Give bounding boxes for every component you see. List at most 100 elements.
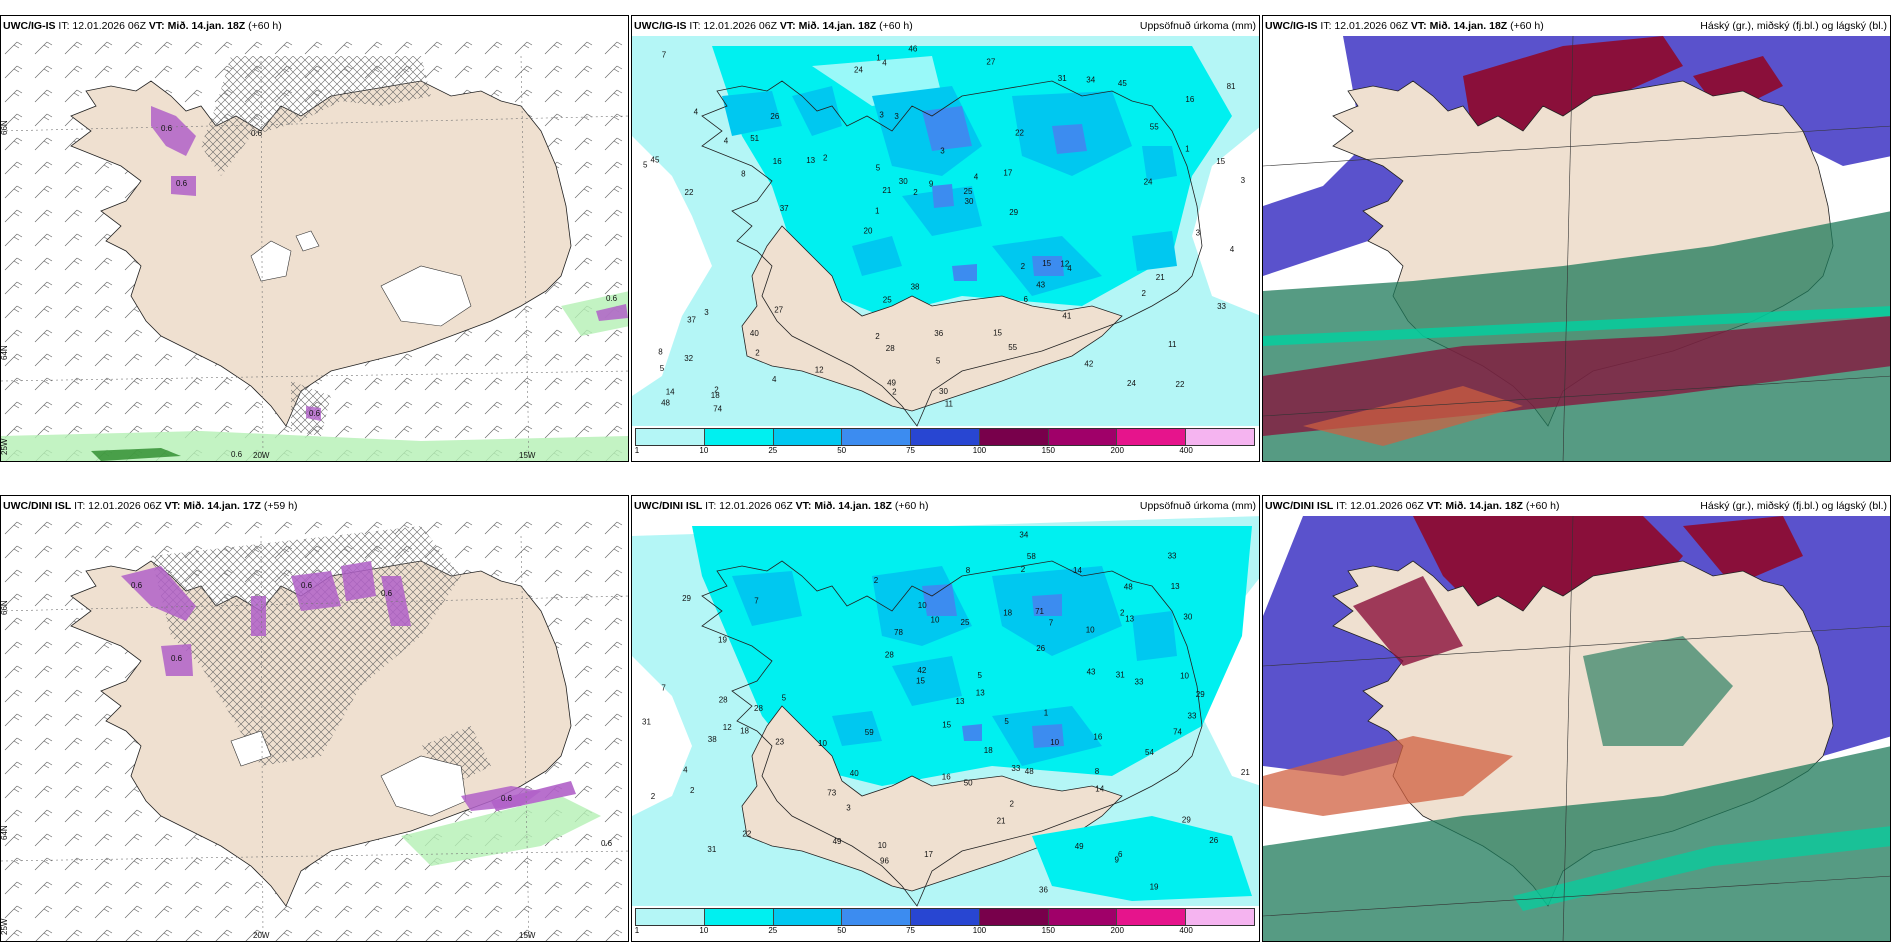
model-name: UWC/IG-IS (634, 20, 687, 32)
lead-time: (+60 h) (894, 500, 929, 512)
precip-value: 59 (865, 728, 874, 737)
precip-value: 12 (723, 723, 732, 732)
precip-value: 22 (742, 830, 751, 839)
precip-value: 34 (1019, 530, 1028, 539)
init-time: IT: 12.01.2026 06Z (1320, 20, 1408, 32)
precip-value: 12 (1060, 260, 1069, 269)
precip-value: 4 (724, 137, 729, 146)
precip-value: 4 (1067, 264, 1072, 273)
precip-value: 23 (775, 738, 784, 747)
valid-time: VT: Mið. 14.jan. 18Z (1410, 20, 1508, 32)
colorbar (635, 908, 1255, 926)
precip-value: 45 (1118, 79, 1127, 88)
precip-value: 29 (1182, 816, 1191, 825)
precip-value: 21 (1241, 768, 1250, 777)
precip-value: 26 (1036, 644, 1045, 653)
precip-value: 30 (939, 387, 948, 396)
map-clouds-bottom (1263, 516, 1890, 941)
lon-label-20w: 20W (253, 451, 270, 460)
precip-value: 74 (1173, 728, 1182, 737)
precip-value: 28 (719, 696, 728, 705)
precip-value: 31 (642, 718, 651, 727)
precip-value: 16 (1093, 733, 1102, 742)
precip-value: 48 (661, 398, 670, 407)
precip-value: 20 (864, 227, 873, 236)
precip-value: 4 (694, 108, 699, 117)
panel-header: UWC/IG-IS IT: 12.01.2026 06Z VT: Mið. 14… (1263, 16, 1890, 36)
model-name: UWC/DINI ISL (1265, 500, 1334, 512)
precip-value: 58 (1027, 552, 1036, 561)
colorbar-tick-label: 1 (634, 926, 640, 935)
precip-value: 81 (1227, 82, 1236, 91)
precip-value: 15 (1042, 259, 1051, 268)
precip-value: 2 (1021, 565, 1026, 574)
map-wind-snow-top: 66N 64N 25W 20W 15W 0.6 0.6 0.6 0.6 0.6 … (1, 36, 628, 461)
contour-label: 0.6 (176, 179, 188, 188)
colorbar-tick-label: 50 (837, 446, 847, 455)
precip-value: 2 (875, 332, 880, 341)
precip-value: 3 (846, 804, 851, 813)
lat-label-25w: 25W (1, 438, 9, 455)
precip-value: 14 (666, 387, 675, 396)
precip-value: 30 (965, 197, 974, 206)
precip-value: 2 (874, 576, 879, 585)
colorbar-tick-label: 200 (1110, 446, 1124, 455)
precip-value: 3 (704, 308, 709, 317)
panel-top-middle-precip: UWC/IG-IS IT: 12.01.2026 06Z VT: Mið. 14… (631, 15, 1260, 462)
precip-value: 15 (942, 721, 951, 730)
precip-value: 55 (1008, 343, 1017, 352)
precip-value: 42 (917, 666, 926, 675)
colorbar-tick-label: 100 (972, 926, 987, 935)
colorbar-tick-label: 1 (634, 446, 640, 455)
map-clouds-top (1263, 36, 1890, 461)
lat-label-66n: 66N (1, 120, 9, 135)
precip-value: 7 (754, 596, 759, 605)
precip-value: 11 (945, 400, 954, 409)
precip-value: 4 (683, 766, 688, 775)
precip-value: 7 (662, 51, 667, 60)
precip-value: 18 (1003, 609, 1012, 618)
model-name: UWC/DINI ISL (634, 500, 703, 512)
colorbar-labels: 1 10 25 50 75 100 150 200 400 (635, 446, 1255, 460)
precip-value: 3 (1241, 176, 1246, 185)
precip-value: 49 (833, 837, 842, 846)
precip-value: 36 (934, 329, 943, 338)
precip-value: 3 (1196, 228, 1201, 237)
init-time: IT: 12.01.2026 06Z (689, 20, 777, 32)
precip-value: 10 (818, 739, 827, 748)
contour-label: 0.6 (381, 589, 393, 598)
lead-time: (+60 h) (248, 20, 282, 32)
precip-value: 10 (1050, 738, 1059, 747)
precip-value: 22 (1015, 128, 1024, 137)
precip-value: 6 (1024, 295, 1029, 304)
panel-bottom-middle-precip: UWC/DINI ISL IT: 12.01.2026 06Z VT: Mið.… (631, 495, 1260, 942)
precip-value: 3 (894, 112, 899, 121)
precip-value: 3 (940, 146, 945, 155)
precip-value: 27 (986, 57, 995, 66)
lat-label-66n: 66N (1, 600, 9, 615)
lon-label-15w: 15W (519, 931, 536, 940)
precip-value: 6 (1118, 850, 1123, 859)
model-name: UWC/IG-IS (1265, 20, 1318, 32)
precip-value: 5 (876, 163, 881, 172)
precip-value: 33 (1011, 764, 1020, 773)
precip-value: 15 (993, 329, 1002, 338)
lead-time: (+60 h) (879, 20, 913, 32)
precip-value: 22 (1176, 380, 1185, 389)
precip-value: 1 (1044, 708, 1049, 717)
precip-value: 5 (936, 357, 941, 366)
precip-value: 21 (1156, 273, 1165, 282)
precip-value: 4 (882, 59, 887, 68)
colorbar-tick-label: 25 (768, 926, 778, 935)
precip-value: 96 (880, 857, 889, 866)
precip-value: 38 (708, 735, 717, 744)
precip-value: 19 (718, 636, 727, 645)
valid-time: VT: Mið. 14.jan. 18Z (148, 20, 246, 32)
precip-value: 18 (711, 391, 720, 400)
precip-value: 2 (690, 786, 695, 795)
precip-value: 21 (997, 816, 1006, 825)
precip-value: 30 (899, 177, 908, 186)
panel-header: UWC/IG-IS IT: 12.01.2026 06Z VT: Mið. 14… (1, 16, 628, 36)
colorbar-tick-label: 50 (837, 926, 847, 935)
